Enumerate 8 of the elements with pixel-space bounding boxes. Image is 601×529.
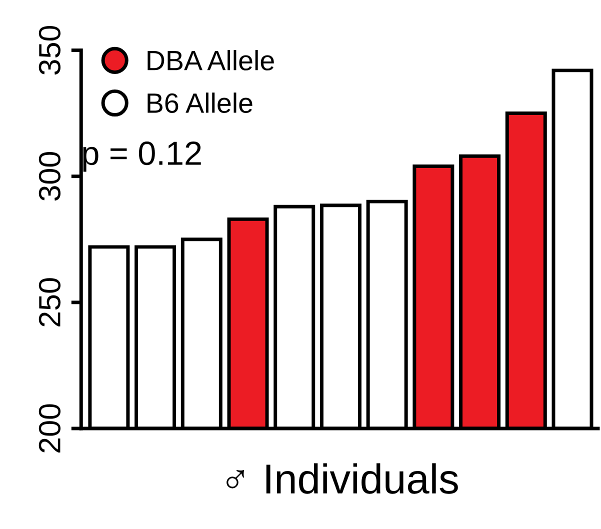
legend-label: B6 Allele bbox=[148, 92, 252, 113]
y-tick-label: 200 bbox=[38, 404, 61, 452]
annotation: p = 0.12 bbox=[83, 142, 201, 172]
legend-label: DBA Allele bbox=[148, 50, 274, 70]
y-tick-label: 250 bbox=[38, 278, 61, 326]
x-axis-title: ♂ Individuals bbox=[226, 463, 458, 494]
y-tick-label: 350 bbox=[38, 26, 61, 75]
y-tick-label: 300 bbox=[38, 152, 61, 201]
